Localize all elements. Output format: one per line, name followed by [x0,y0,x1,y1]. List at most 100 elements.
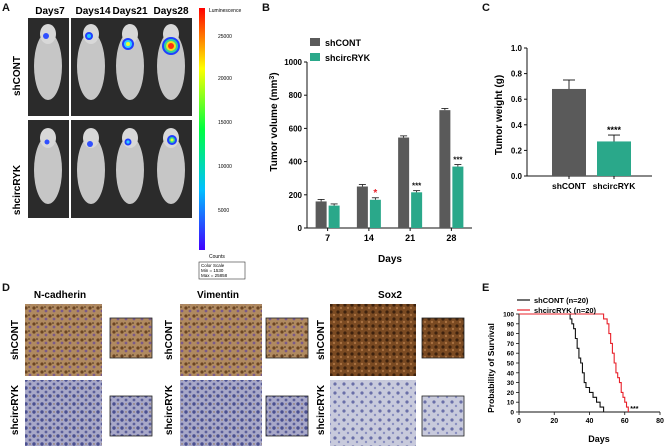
significance-label: *** [412,182,422,191]
x-tick-label: 20 [550,418,558,425]
y-tick-label: 1000 [284,58,302,67]
x-tick-label: 28 [446,233,456,243]
row-label: shCONT [10,320,21,360]
ihc-inset [421,317,465,359]
y-tick-label: 600 [289,124,303,133]
bar-shCONT [439,110,451,228]
legend-label-shcircryk: shcircRYK [325,53,371,63]
x-tick-label: shCONT [552,181,587,191]
survival-curve-shcircRYK (n=20) [519,313,629,412]
row-label: shcircRYK [10,384,21,435]
panel-label-d: D [2,282,10,294]
panel-a-imaging: Days7 Days14 Days21 Days28 shCONT shcirc… [12,6,246,280]
ihc-image [25,380,102,446]
y-tick-label: 40 [507,370,515,377]
y-tick-label: 70 [507,341,515,348]
bar-shCONT [356,186,368,228]
y-tick-label: 90 [507,321,515,328]
y-tick-label: 0.4 [511,121,523,130]
mouse-image [28,18,69,116]
row-label: shcircRYK [164,384,175,435]
row-label: shcircRYK [316,384,327,435]
bar-shcircRYK [452,166,464,228]
legend-label: shcircRYK (n=20) [534,306,597,315]
y-tick-label: 20 [507,390,515,397]
y-tick-label: 0.8 [511,70,523,79]
significance-label: *** [453,156,463,165]
x-tick-label: shcircRYK [593,181,637,191]
y-tick-label: 800 [289,91,303,100]
y-axis-label: Probability of Survival [486,323,496,413]
y-tick-label: 60 [507,351,515,358]
x-tick-label: 80 [656,418,664,425]
mouse-image [151,18,192,116]
bar-shcircRYK [328,205,340,228]
x-tick-label: 40 [586,418,594,425]
y-tick-label: 0.0 [511,172,523,181]
ihc-inset [109,395,153,437]
ihc-inset [265,395,309,437]
colorbar-tick: 15000 [218,120,232,126]
y-tick-label: 100 [503,312,514,319]
day-label: Days14 [75,6,110,17]
y-tick-label: 0.6 [511,95,523,104]
panel-label-e: E [482,282,490,294]
ihc-image [180,380,262,446]
bar-shCONT [398,137,410,228]
bar-shcircRYK [597,141,631,176]
row-label-shcircryk: shcircRYK [12,164,23,215]
ihc-image [180,304,262,376]
significance-label: **** [607,125,622,135]
panel-label-c: C [482,2,490,14]
day-label: Days7 [35,6,65,17]
color-scale-box [198,261,246,280]
ihc-inset [265,317,309,359]
colorbar-tick: 25000 [218,34,232,40]
x-axis-label: Days [378,254,402,265]
stain-title: Sox2 [378,290,402,301]
panel-d-ihc: N-cadherin Vimentin Sox2 shCONT shcircRY… [10,290,465,446]
x-axis-label: Days [588,434,610,444]
y-tick-label: 10 [507,400,515,407]
row-label: shCONT [316,320,327,360]
mouse-image [28,120,69,218]
y-tick-label: 0 [510,410,514,417]
color-scale-line: Color Scale [201,263,225,268]
y-tick-label: 50 [507,361,515,368]
colorbar-units: Counts [209,254,225,260]
color-scale-line: Min = 1530 [201,268,224,273]
legend-swatch-shcont [310,38,320,46]
y-tick-label: 30 [507,380,515,387]
stain-title: N-cadherin [34,290,86,301]
colorbar-title: Luminescence [209,8,241,14]
day-label: Days21 [112,6,147,17]
mouse-image [151,120,192,218]
bar-shCONT [315,201,327,228]
x-tick-label: 14 [364,233,374,243]
legend-label: shCONT (n=20) [534,296,589,305]
y-tick-label: 1.0 [511,44,523,53]
survival-curve-shCONT (n=20) [519,313,605,412]
y-tick-label: 200 [289,191,303,200]
stain-title: Vimentin [197,290,239,301]
significance-label: *** [630,406,638,413]
ihc-image [25,304,102,376]
survival-chart: 0 10 20 30 40 50 60 70 80 90 100 0 20 40 60 80 *** shCO… [486,296,664,444]
color-scale-line: Max = 25858 [201,273,228,278]
mouse-image [71,120,112,218]
y-tick-label: 400 [289,158,303,167]
colorbar-tick: 5000 [218,208,229,214]
ihc-image [330,380,416,446]
significance-label: * [373,188,377,199]
y-tick-label: 80 [507,331,515,338]
x-tick-label: 0 [517,418,521,425]
y-tick-label: 0.2 [511,146,523,155]
y-axis-label: Tumor volume (mm3) [269,72,281,171]
bar-shcircRYK [369,199,381,228]
row-label: shCONT [164,320,175,360]
colorbar-tick: 10000 [218,164,232,170]
day-label: Days28 [153,6,188,17]
panel-label-a: A [2,2,10,14]
colorbar-tick: 20000 [218,76,232,82]
